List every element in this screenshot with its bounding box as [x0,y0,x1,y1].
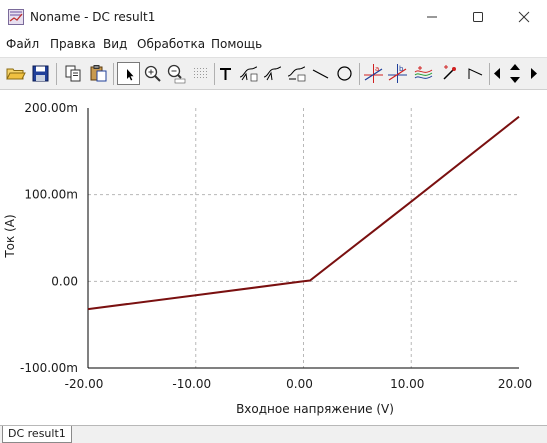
save-icon [32,65,49,82]
step-button[interactable] [464,62,487,85]
cursor-b-icon: b [388,64,407,83]
pointer-button[interactable] [117,62,140,85]
curve-tool-icon [239,66,258,82]
grid-icon [194,68,207,78]
line-icon [312,69,329,79]
curve-tool-3-icon [287,66,306,82]
menu-edit[interactable]: Правка [50,37,96,51]
cursor-a-button[interactable]: a [362,62,385,85]
text-icon [220,68,231,80]
toolbar: a b [0,57,547,90]
probe-button[interactable] [438,62,461,85]
toolbar-separator [113,63,114,85]
menu-view[interactable]: Вид [103,37,128,51]
scroll-right-button[interactable] [526,62,540,85]
paste-icon [90,65,107,82]
cursor-b-button[interactable]: b [386,62,409,85]
copy-icon [65,65,81,82]
title-bar: Noname - DC result1 [0,0,547,34]
pointer-icon [127,69,134,81]
tab-dc-result[interactable]: DC result1 [2,426,72,443]
scroll-left-icon [494,68,500,79]
x-axis-label: Входное напряжение (V) [236,402,394,416]
x-tick-label: 0.00 [286,377,313,391]
grid [88,108,519,368]
menu-help[interactable]: Помощь [211,37,263,51]
y-tick-label: -100.00m [20,361,78,375]
y-axis-label: Ток (A) [3,214,17,258]
y-tick-label: 0.00 [51,274,78,288]
scroll-updown-icon [510,64,520,83]
zoom-out-button[interactable] [164,62,187,85]
open-folder-icon [6,68,26,80]
scroll-left-button[interactable] [491,62,505,85]
toolbar-separator [489,63,490,85]
curve-tool-3-button[interactable] [285,62,308,85]
close-button[interactable] [501,0,547,34]
toolbar-separator [359,63,360,85]
scroll-right-icon [531,68,537,79]
toolbar-separator [214,63,215,85]
x-tick-label: 20.00 [498,377,532,391]
chart-area[interactable]: -20.00 -10.00 0.00 10.00 20.00 -100.00m 0.00 1… [0,91,547,425]
step-icon [468,68,483,79]
x-tick-label: 10.00 [390,377,424,391]
minimize-button[interactable] [409,0,455,34]
menu-file[interactable]: Файл [6,37,40,51]
x-tick-label: -10.00 [172,377,211,391]
series-line [87,115,520,311]
zoom-out-icon [167,64,186,84]
grid-button[interactable] [189,62,212,85]
text-button[interactable] [214,62,237,85]
zoom-in-icon [144,65,161,82]
curve-tool-2-button[interactable] [261,62,284,85]
minimize-icon [427,16,437,18]
maximize-button[interactable] [455,0,501,34]
scroll-updown-button[interactable] [506,62,524,85]
menu-processing[interactable]: Обработка [137,37,206,51]
y-tick-labels: -100.00m 0.00 100.00m 200.00m [20,101,78,375]
x-tick-label: -20.00 [65,377,104,391]
multi-curve-icon [414,66,433,79]
cursor-a-icon: a [364,64,383,83]
line-button[interactable] [309,62,332,85]
svg-text:a: a [375,65,379,73]
probe-icon [443,65,456,80]
zoom-in-button[interactable] [141,62,164,85]
maximize-icon [473,12,483,22]
close-icon [518,11,530,23]
open-button[interactable] [4,62,27,85]
chart-app-icon [8,9,24,25]
series-group [87,115,520,311]
save-button[interactable] [29,62,52,85]
x-tick-labels: -20.00 -10.00 0.00 10.00 20.00 [65,377,533,391]
dc-result-chart[interactable]: -20.00 -10.00 0.00 10.00 20.00 -100.00m 0.00 1… [0,91,547,425]
plot-frame [87,108,519,369]
y-tick-label: 200.00m [24,101,78,115]
menu-bar: Файл Правка Вид Обработка Помощь [0,34,547,54]
y-tick-label: 100.00m [24,188,78,202]
copy-button[interactable] [62,62,85,85]
toolbar-separator [56,63,57,85]
circle-icon [337,66,352,81]
multi-curve-button[interactable] [412,62,435,85]
circle-button[interactable] [333,62,356,85]
svg-text:b: b [399,65,404,73]
status-bar: DC result1 [0,425,547,443]
window-title: Noname - DC result1 [30,10,156,24]
paste-button[interactable] [87,62,110,85]
curve-tool-2-icon [263,66,282,81]
curve-tool-button[interactable] [237,62,260,85]
